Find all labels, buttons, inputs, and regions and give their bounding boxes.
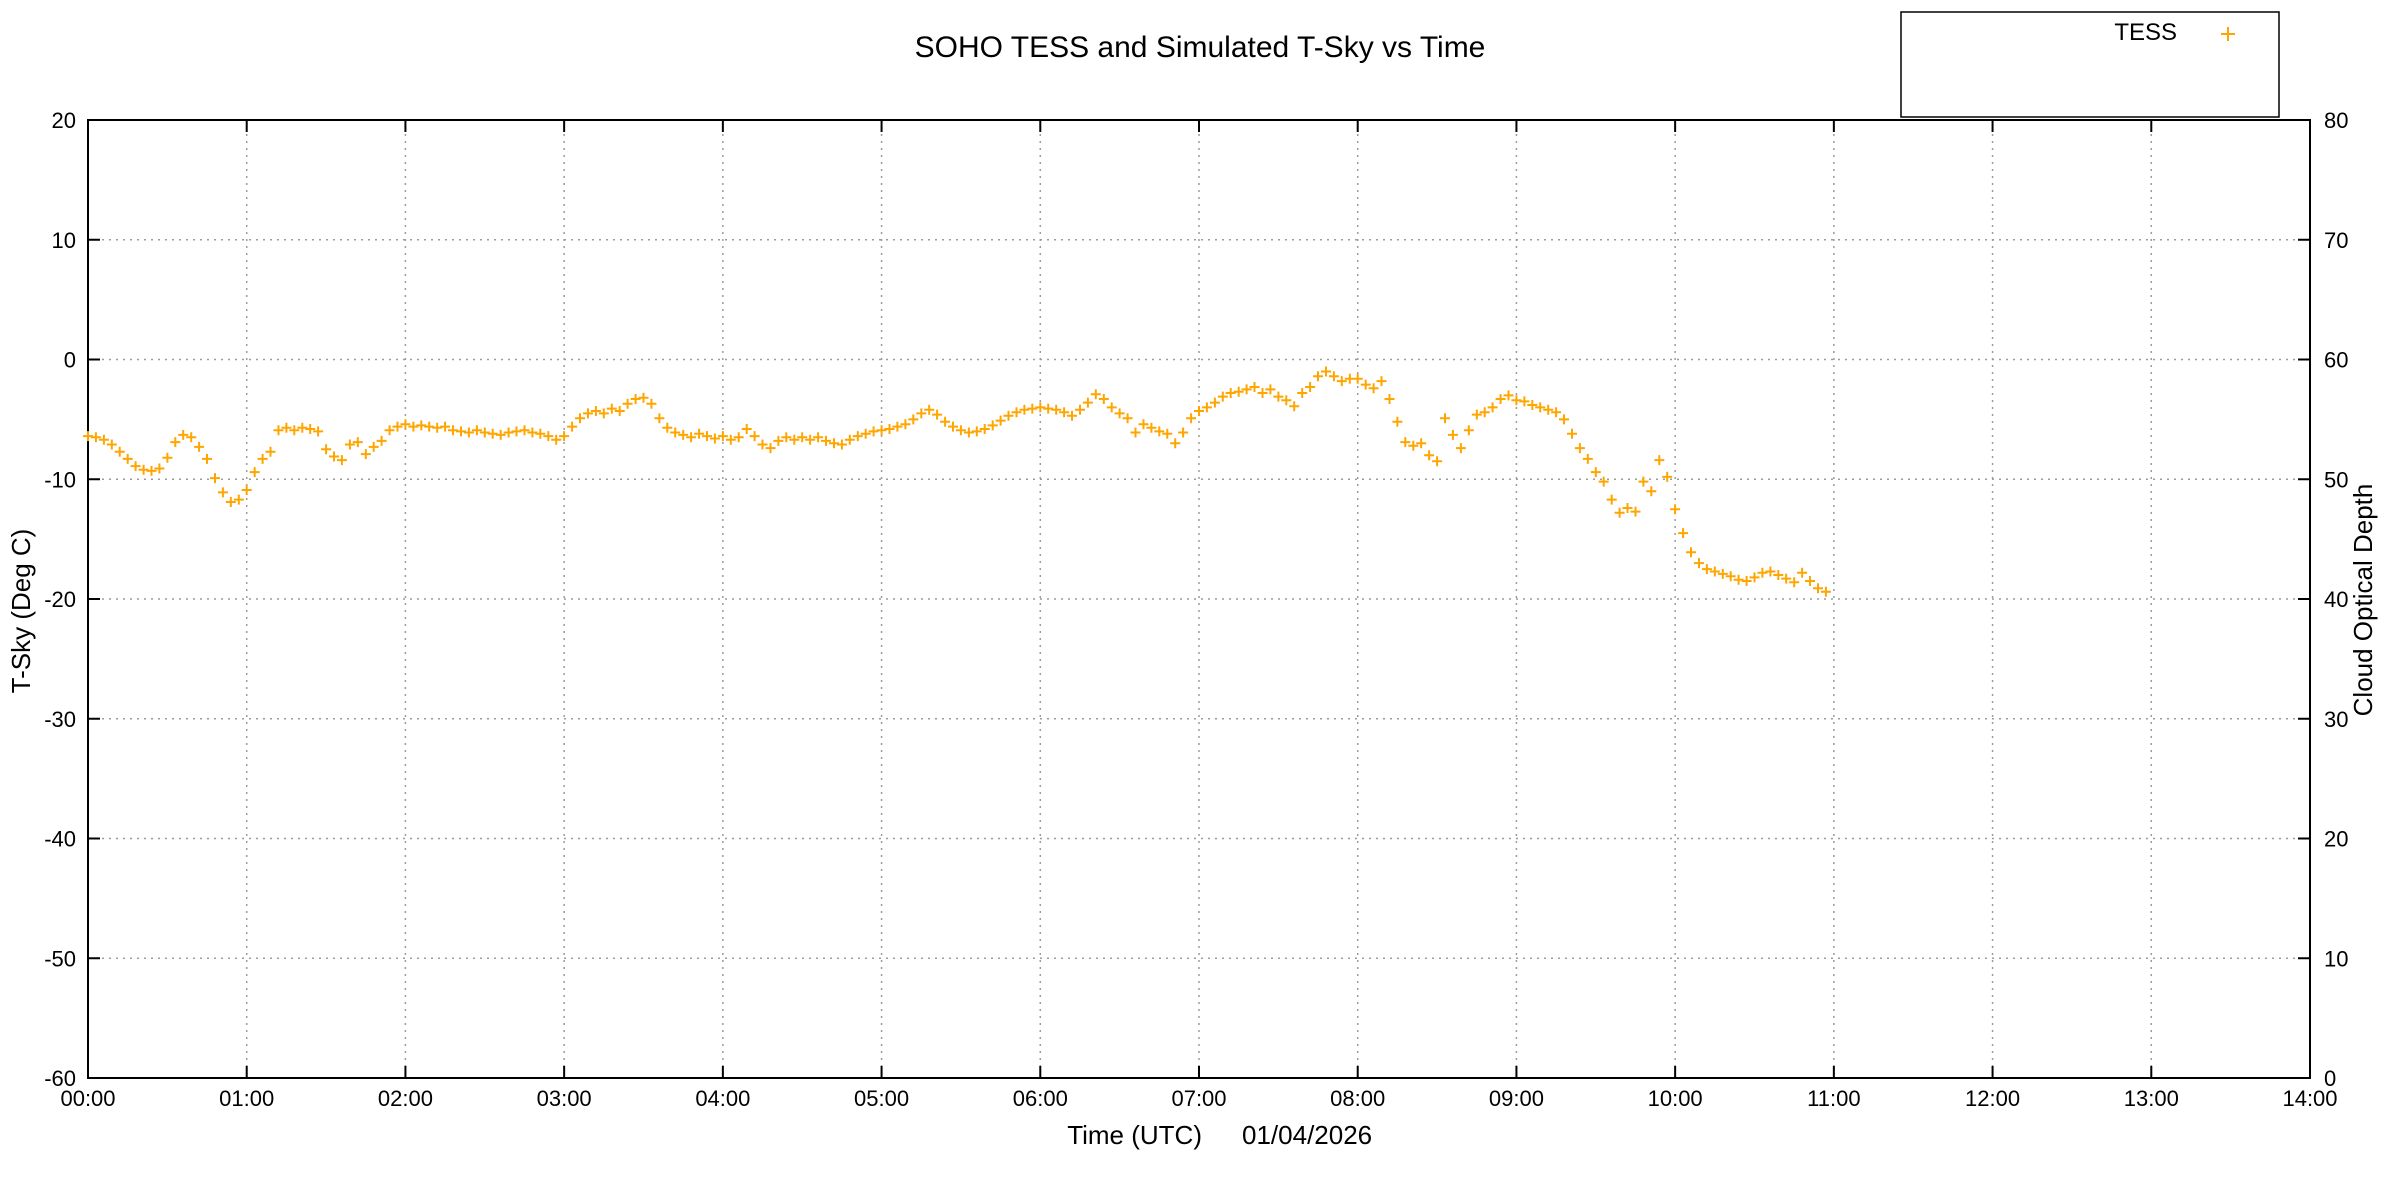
- x-axis-label: Time (UTC): [1067, 1120, 1202, 1150]
- x-tick-label: 13:00: [2124, 1086, 2179, 1111]
- y-left-tick-label: 0: [64, 348, 76, 373]
- y-right-tick-label: 50: [2324, 467, 2348, 492]
- y-left-tick-label: -60: [44, 1066, 76, 1091]
- plot-border: [87, 119, 2311, 1079]
- legend-plus-marker-icon: [2221, 27, 2235, 41]
- legend: TESS: [1900, 11, 2280, 118]
- x-tick-label: 03:00: [537, 1086, 592, 1111]
- x-tick-label: 05:00: [854, 1086, 909, 1111]
- legend-label-tess: TESS: [2114, 19, 2177, 46]
- x-tick-label: 00:00: [60, 1086, 115, 1111]
- x-tick-label: 06:00: [1013, 1086, 1068, 1111]
- y-left-tick-label: 10: [52, 228, 76, 253]
- y-right-tick-label: 80: [2324, 108, 2348, 133]
- y-left-tick-label: -20: [44, 587, 76, 612]
- y-left-tick-label: -50: [44, 946, 76, 971]
- x-axis-date: 01/04/2026: [1242, 1120, 1372, 1150]
- y-right-tick-label: 20: [2324, 827, 2348, 852]
- legend-border: [1900, 11, 2280, 118]
- x-tick-label: 02:00: [378, 1086, 433, 1111]
- left-y-axis-label: T-Sky (Deg C): [6, 529, 36, 694]
- x-tick-label: 14:00: [2282, 1086, 2337, 1111]
- chart-title: SOHO TESS and Simulated T-Sky vs Time: [915, 31, 1486, 64]
- y-left-tick-label: -30: [44, 707, 76, 732]
- right-y-axis-label: Cloud Optical Depth: [2348, 484, 2378, 717]
- y-right-tick-label: 30: [2324, 707, 2348, 732]
- y-right-tick-label: 10: [2324, 946, 2348, 971]
- y-right-tick-label: 60: [2324, 348, 2348, 373]
- y-right-tick-label: 70: [2324, 228, 2348, 253]
- x-tick-label: 09:00: [1489, 1086, 1544, 1111]
- y-right-tick-label: 40: [2324, 587, 2348, 612]
- y-left-tick-label: 20: [52, 108, 76, 133]
- x-tick-label: 10:00: [1648, 1086, 1703, 1111]
- y-left-tick-label: -10: [44, 467, 76, 492]
- series-tess-points: [83, 366, 1831, 597]
- x-tick-label: 11:00: [1807, 1086, 1860, 1111]
- x-tick-label: 04:00: [695, 1086, 750, 1111]
- y-right-tick-label: 0: [2324, 1066, 2336, 1091]
- grid-and-ticks-layer: 00:00 01:00 02:00 03:00 04:00 05:00 06:00 07:00…: [44, 108, 2348, 1111]
- y-left-tick-label: -40: [44, 827, 76, 852]
- x-tick-label: 07:00: [1171, 1086, 1226, 1111]
- data-points-layer: [83, 366, 1831, 597]
- x-tick-label: 12:00: [1965, 1086, 2020, 1111]
- x-tick-label: 01:00: [219, 1086, 274, 1111]
- x-tick-label: 08:00: [1330, 1086, 1385, 1111]
